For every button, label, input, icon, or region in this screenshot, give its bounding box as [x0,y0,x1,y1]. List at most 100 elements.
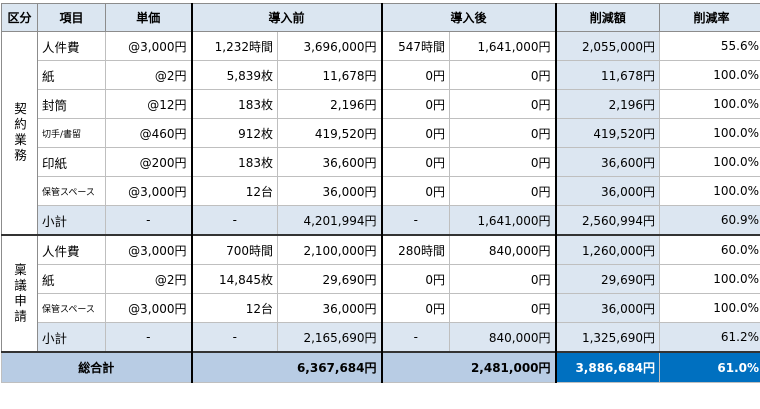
after-quantity-cell: 0円 [380,60,451,90]
before-quantity-cell: 12台 [190,176,278,206]
unit-price-cell: @12円 [105,89,192,119]
after-cost-cell: 0円 [449,118,557,148]
grand-total-before: 6,367,684円 [190,351,383,383]
item-cell: 封筒 [37,89,106,119]
before-quantity-cell: 12台 [190,293,278,323]
after-quantity-cell: 0円 [380,118,451,148]
item-cell: 印紙 [37,147,106,177]
reduction-cell: 419,520円 [554,118,661,148]
reduction-rate-cell: 60.0% [659,234,760,265]
item-cell: 切手/書留 [37,118,106,148]
header-reduction-rate: 削減率 [659,3,760,32]
reduction-rate-cell: 100.0% [659,293,760,323]
before-cost-cell: 4,201,994円 [276,205,383,236]
after-quantity-cell: - [380,205,451,236]
header-row: 区分 項目 単価 導入前 導入後 削減額 削減率 [1,3,760,32]
subtotal-row: 小計 - -2,165,690円 -840,000円 1,325,690円 61.2% [2,322,760,353]
after-cost-cell: 0円 [449,293,557,323]
reduction-cell: 29,690円 [554,264,661,294]
unit-price-cell: @3,000円 [105,176,192,206]
before-cost-cell: 11,678円 [276,60,383,90]
before-cost-cell: 2,100,000円 [276,234,383,265]
reduction-rate-cell: 100.0% [659,118,760,148]
after-quantity-cell: 0円 [380,293,451,323]
item-cell: 紙 [37,264,106,294]
reduction-rate-cell: 100.0% [659,176,760,206]
after-cost-cell: 0円 [449,147,557,177]
item-cell: 人件費 [37,31,106,61]
reduction-cell: 36,000円 [554,293,661,323]
unit-price-cell: - [105,322,192,353]
after-cost-cell: 0円 [449,264,557,294]
unit-price-cell: @3,000円 [105,31,192,61]
reduction-cell: 2,196円 [554,89,661,119]
reduction-cell: 2,055,000円 [554,31,661,61]
unit-price-cell: - [105,205,192,236]
table-row: 切手/書留 @460円 912枚 419,520円 0円 0円 419,520円 100.0% [2,118,760,148]
reduction-cell: 1,325,690円 [554,322,661,353]
after-quantity-cell: 0円 [380,176,451,206]
after-quantity-cell: 280時間 [380,234,451,265]
after-cost-cell: 0円 [449,176,557,206]
grand-total-row: 総合計 6,367,684円 2,481,000円 3,886,684円 61.0% [1,351,760,383]
table-row: 紙 @2円 5,839枚 11,678円 0円 0円 11,678円 100.0% [2,60,760,90]
reduction-cell: 11,678円 [554,60,661,90]
reduction-rate-cell: 100.0% [659,147,760,177]
before-cost-cell: 2,165,690円 [276,322,383,353]
table-row: 印紙 @200円 183枚 36,600円 0円 0円 36,600円 100.0% [2,147,760,177]
after-cost-cell: 1,641,000円 [449,31,557,61]
before-cost-cell: 419,520円 [276,118,383,148]
grand-total-label: 総合計 [1,351,192,383]
grand-total-rate: 61.0% [659,351,760,383]
grand-total-after: 2,481,000円 [380,351,557,383]
item-cell: 人件費 [37,234,106,265]
reduction-cell: 36,000円 [554,176,661,206]
reduction-rate-cell: 100.0% [659,264,760,294]
reduction-cell: 1,260,000円 [554,234,661,265]
before-cost-cell: 36,000円 [276,293,383,323]
after-cost-cell: 0円 [449,60,557,90]
after-quantity-cell: 0円 [380,147,451,177]
after-quantity-cell: - [380,322,451,353]
before-cost-cell: 36,600円 [276,147,383,177]
header-unit-price: 単価 [105,3,192,32]
before-quantity-cell: 183枚 [190,147,278,177]
before-cost-cell: 3,696,000円 [276,31,383,61]
before-cost-cell: 36,000円 [276,176,383,206]
table-row: 紙 @2円 14,845枚 29,690円 0円 0円 29,690円 100.0% [2,264,760,294]
category-cell: 稟議申請 [1,234,38,353]
item-cell: 保管スペース [37,176,106,206]
reduction-rate-cell: 100.0% [659,89,760,119]
before-quantity-cell: - [190,322,278,353]
before-quantity-cell: 14,845枚 [190,264,278,294]
before-quantity-cell: 1,232時間 [190,31,278,61]
table-row: 契約業務 人件費 @3,000円 1,232時間 3,696,000円 547時間 1,64… [1,31,760,236]
before-quantity-cell: 183枚 [190,89,278,119]
reduction-rate-cell: 61.2% [659,322,760,353]
after-quantity-cell: 0円 [380,264,451,294]
reduction-cell: 36,600円 [554,147,661,177]
unit-price-cell: @3,000円 [105,293,192,323]
after-cost-cell: 840,000円 [449,322,557,353]
header-item: 項目 [37,3,106,32]
cost-reduction-table: 区分 項目 単価 導入前 導入後 削減額 削減率 契約業務 人件費 @3,000円 1… [1,3,760,383]
subtotal-row: 小計 - -4,201,994円 -1,641,000円 2,560,994円 60.9% [2,205,760,236]
unit-price-cell: @2円 [105,60,192,90]
unit-price-cell: @3,000円 [105,234,192,265]
table-row: 保管スペース @3,000円 12台 36,000円 0円 0円 36,000円 100.0% [2,176,760,206]
table-row: 封筒 @12円 183枚 2,196円 0円 0円 2,196円 100.0% [2,89,760,119]
header-category: 区分 [1,3,38,32]
grand-total-reduction: 3,886,684円 [554,351,661,383]
table-row: 稟議申請 人件費 @3,000円 700時間 2,100,000円 280時間 840,00… [1,234,760,353]
reduction-cell: 2,560,994円 [554,205,661,236]
before-quantity-cell: 700時間 [190,234,278,265]
after-cost-cell: 1,641,000円 [449,205,557,236]
before-quantity-cell: 5,839枚 [190,60,278,90]
unit-price-cell: @200円 [105,147,192,177]
before-cost-cell: 2,196円 [276,89,383,119]
before-cost-cell: 29,690円 [276,264,383,294]
item-cell: 紙 [37,60,106,90]
before-quantity-cell: - [190,205,278,236]
reduction-rate-cell: 55.6% [659,31,760,61]
header-after: 導入後 [380,3,557,32]
